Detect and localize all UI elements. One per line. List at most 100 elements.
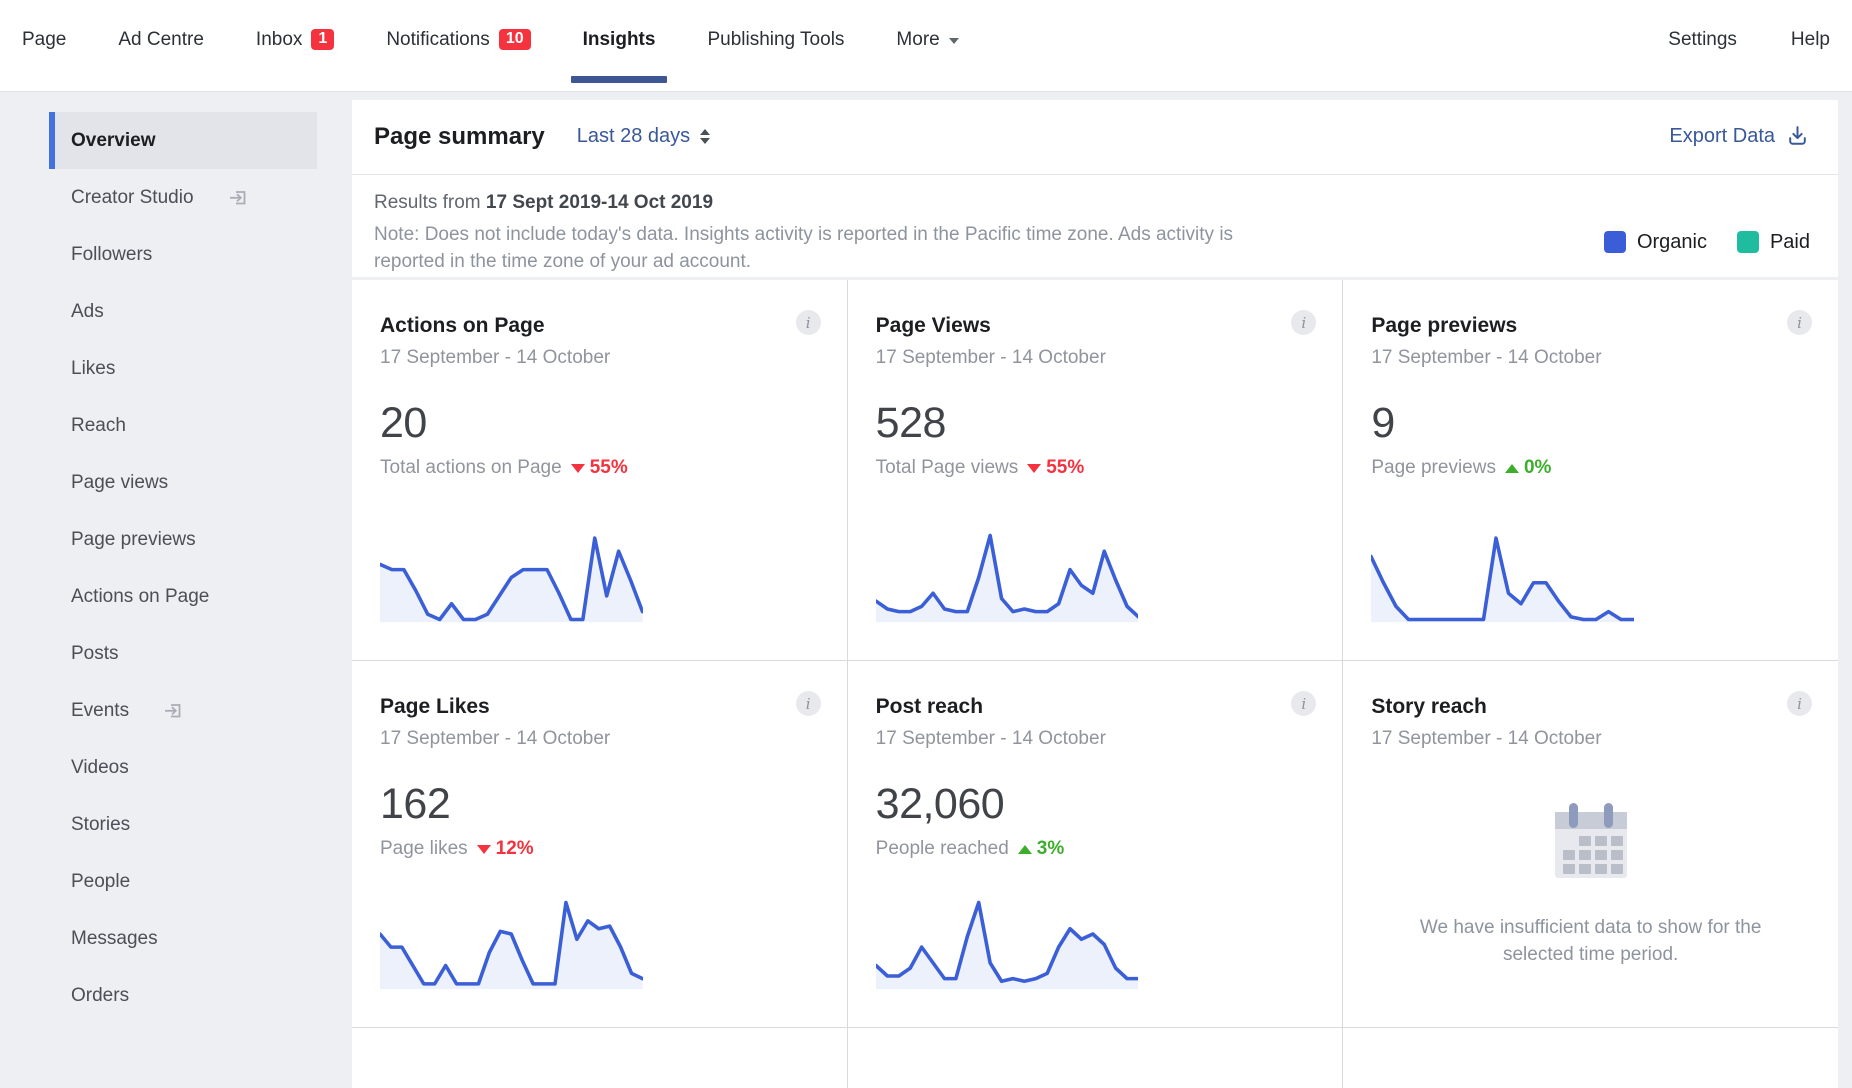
nav-tab-page[interactable]: Page <box>18 0 70 92</box>
sidebar-item-label: People <box>71 870 131 892</box>
card-stat-label: Total actions on Page <box>380 457 562 478</box>
trend-percent: 0% <box>1523 457 1552 478</box>
sidebar-item-likes[interactable]: Likes <box>49 340 317 397</box>
page-summary-header: Page summary Last 28 days Export Data <box>352 100 1838 174</box>
sidebar-item-overview[interactable]: Overview <box>49 112 317 169</box>
sidebar-item-label: Messages <box>71 927 158 949</box>
nav-settings-label: Settings <box>1668 28 1737 50</box>
sidebar-item-messages[interactable]: Messages <box>49 910 317 967</box>
nav-tab-ad-centre[interactable]: Ad Centre <box>114 0 208 92</box>
legend-label: Paid <box>1769 230 1810 253</box>
insights-sidebar: Overview Creator Studio Followers Ads Li… <box>0 92 345 1088</box>
main-content: Page summary Last 28 days Export Data Re… <box>352 100 1838 1088</box>
sidebar-item-orders[interactable]: Orders <box>49 967 317 1024</box>
sidebar-item-reach[interactable]: Reach <box>49 397 317 454</box>
next-row-card <box>1343 1028 1838 1088</box>
nav-tab-notifications[interactable]: Notifications 10 <box>382 0 534 92</box>
info-icon[interactable]: i <box>795 691 821 716</box>
sparkline-chart <box>380 525 643 630</box>
sidebar-item-label: Reach <box>71 414 126 436</box>
sidebar-item-label: Events <box>71 699 130 721</box>
trend-arrow-icon <box>1017 844 1032 854</box>
nav-tab-publishing-tools-label: Publishing Tools <box>707 28 845 50</box>
metric-cards-grid: i Actions on Page 17 September - 14 Octo… <box>352 280 1838 1088</box>
sidebar-item-label: Likes <box>71 357 116 379</box>
export-data-button[interactable]: Export Data <box>1669 124 1810 149</box>
insufficient-data-message: We have insufficient data to show for th… <box>1419 917 1762 965</box>
sidebar-item-label: Page views <box>71 471 169 493</box>
sidebar-item-label: Videos <box>71 756 129 778</box>
card-date-range: 17 September - 14 October <box>1371 728 1602 749</box>
nav-tab-more-label: More <box>896 28 940 50</box>
sidebar-item-page-views[interactable]: Page views <box>49 454 317 511</box>
results-note-section: Results from 17 Sept 2019-14 Oct 2019 No… <box>352 173 1838 277</box>
card-value: 9 <box>1371 399 1395 447</box>
card-title: Page Likes <box>380 695 490 718</box>
sidebar-item-label: Posts <box>71 642 119 664</box>
sidebar-item-label: Stories <box>71 813 131 835</box>
card-date-range: 17 September - 14 October <box>1371 347 1602 368</box>
sidebar-item-followers[interactable]: Followers <box>49 226 317 283</box>
organic-paid-legend: Organic Paid <box>1603 230 1810 254</box>
sidebar-item-page-previews[interactable]: Page previews <box>49 511 317 568</box>
trend-arrow-icon <box>570 463 585 473</box>
nav-tab-notifications-label: Notifications <box>386 28 490 50</box>
card-title: Post reach <box>875 695 984 718</box>
sidebar-item-events[interactable]: Events <box>49 682 317 739</box>
sidebar-item-label: Actions on Page <box>71 585 210 607</box>
sidebar-item-label: Page previews <box>71 528 196 550</box>
info-icon[interactable]: i <box>1291 691 1317 716</box>
export-data-label: Export Data <box>1669 125 1775 148</box>
sort-arrows-icon <box>700 129 711 145</box>
card-page-likes: i Page Likes 17 September - 14 October 1… <box>352 661 847 1027</box>
nav-tab-more[interactable]: More <box>892 0 962 92</box>
info-icon[interactable]: i <box>1786 691 1812 716</box>
sidebar-item-posts[interactable]: Posts <box>49 625 317 682</box>
nav-tab-publishing-tools[interactable]: Publishing Tools <box>703 0 848 92</box>
card-page-previews: i Page previews 17 September - 14 Octobe… <box>1343 280 1838 660</box>
card-stat: Page previews 0% <box>1371 457 1810 479</box>
next-row-card <box>847 1028 1343 1088</box>
sparkline-chart <box>1371 525 1634 630</box>
nav-tab-inbox-label: Inbox <box>255 28 303 50</box>
results-prefix: Results from <box>374 191 486 213</box>
trend-indicator: 0% <box>1504 457 1552 479</box>
trend-indicator: 12% <box>476 838 534 860</box>
nav-help[interactable]: Help <box>1787 0 1834 92</box>
external-link-icon <box>163 700 184 721</box>
info-icon[interactable]: i <box>1291 310 1317 335</box>
legend-item-organic: Organic <box>1603 231 1707 254</box>
card-stat: Total Page views 55% <box>876 457 1315 479</box>
sparkline-chart <box>380 892 643 990</box>
card-stat: Page likes 12% <box>380 838 819 860</box>
nav-tab-inbox[interactable]: Inbox 1 <box>252 0 338 92</box>
card-value: 162 <box>380 780 451 828</box>
info-icon[interactable]: i <box>1786 310 1812 335</box>
sidebar-item-ads[interactable]: Ads <box>49 283 317 340</box>
trend-indicator: 55% <box>1027 457 1084 479</box>
sidebar-item-people[interactable]: People <box>49 853 317 910</box>
date-range-selector[interactable]: Last 28 days <box>577 125 711 148</box>
card-value: 20 <box>380 399 427 447</box>
card-stat: Total actions on Page 55% <box>380 457 819 479</box>
card-date-range: 17 September - 14 October <box>380 347 611 368</box>
sidebar-item-label: Followers <box>71 243 153 265</box>
card-title: Story reach <box>1371 695 1487 718</box>
nav-settings[interactable]: Settings <box>1664 0 1741 92</box>
nav-tab-ad-centre-label: Ad Centre <box>118 28 204 50</box>
sidebar-item-actions-on-page[interactable]: Actions on Page <box>49 568 317 625</box>
sidebar-item-stories[interactable]: Stories <box>49 796 317 853</box>
nav-tab-insights[interactable]: Insights <box>570 0 668 92</box>
trend-percent: 3% <box>1036 838 1065 859</box>
card-value: 32,060 <box>875 780 1005 828</box>
nav-right-group: Settings Help <box>1618 0 1834 92</box>
card-post-reach: i Post reach 17 September - 14 October 3… <box>847 661 1343 1027</box>
card-stat: People reached 3% <box>876 838 1315 860</box>
trend-arrow-icon <box>1027 463 1042 473</box>
sidebar-item-videos[interactable]: Videos <box>49 739 317 796</box>
card-title: Actions on Page <box>380 314 545 337</box>
paid-swatch-icon <box>1736 231 1759 254</box>
info-icon[interactable]: i <box>795 310 821 335</box>
sidebar-item-creator-studio[interactable]: Creator Studio <box>49 169 317 226</box>
card-value: 528 <box>875 399 947 447</box>
